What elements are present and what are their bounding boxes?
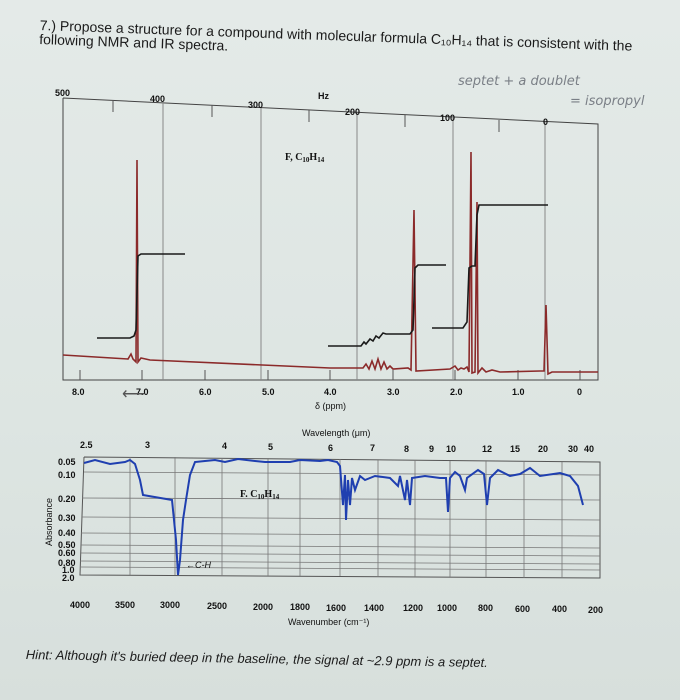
- svg-text:6: 6: [328, 443, 333, 453]
- svg-text:2.0: 2.0: [62, 573, 75, 583]
- svg-text:7: 7: [370, 443, 375, 453]
- svg-text:0.10: 0.10: [58, 470, 76, 480]
- svg-text:4.0: 4.0: [324, 387, 337, 397]
- svg-text:6.0: 6.0: [199, 387, 212, 397]
- svg-text:0: 0: [543, 117, 548, 127]
- svg-text:3500: 3500: [115, 600, 135, 610]
- svg-text:0.50: 0.50: [58, 540, 76, 550]
- svg-text:12: 12: [482, 444, 492, 454]
- hz-axis-label: Hz: [318, 91, 329, 101]
- svg-text:9: 9: [429, 444, 434, 454]
- svg-text:200: 200: [588, 605, 603, 615]
- ir-compound-label: F. C10H14: [240, 489, 280, 501]
- svg-text:5.0: 5.0: [262, 387, 275, 397]
- svg-text:1.0: 1.0: [512, 387, 525, 397]
- handwritten-isopropyl-note: = isopropyl: [570, 94, 645, 109]
- svg-text:1800: 1800: [290, 602, 310, 612]
- svg-text:100: 100: [440, 113, 455, 123]
- ir-chart: Wavelength (μm) 2.5 3 4 5 6 7 8 9 10 12 …: [44, 428, 603, 627]
- ir-ch-note: ←C-H: [186, 560, 211, 570]
- svg-text:3: 3: [145, 440, 150, 450]
- hz-tick-500: 500: [55, 88, 70, 98]
- absorbance-axis-label: Absorbance: [44, 498, 54, 546]
- svg-text:1.0: 1.0: [62, 565, 75, 575]
- svg-text:1400: 1400: [364, 603, 384, 613]
- svg-text:2000: 2000: [253, 602, 273, 612]
- svg-text:0.20: 0.20: [58, 494, 76, 504]
- svg-text:1000: 1000: [437, 603, 457, 613]
- svg-text:4000: 4000: [70, 600, 90, 610]
- svg-text:0.40: 0.40: [58, 528, 76, 538]
- svg-text:7.0: 7.0: [136, 387, 149, 397]
- svg-text:2.0: 2.0: [450, 387, 463, 397]
- svg-text:30: 30: [568, 444, 578, 454]
- wavelength-axis-label: Wavelength (μm): [302, 428, 370, 438]
- svg-text:300: 300: [248, 100, 263, 110]
- svg-text:8.0: 8.0: [72, 387, 85, 397]
- svg-text:0: 0: [577, 387, 582, 397]
- svg-text:0.05: 0.05: [58, 457, 76, 467]
- svg-text:600: 600: [515, 604, 530, 614]
- svg-text:40: 40: [584, 444, 594, 454]
- svg-text:400: 400: [150, 94, 165, 104]
- svg-text:1600: 1600: [326, 603, 346, 613]
- arrow-note: ⟵: [122, 386, 145, 403]
- svg-text:2500: 2500: [207, 601, 227, 611]
- svg-text:400: 400: [552, 604, 567, 614]
- svg-text:5: 5: [268, 442, 273, 452]
- svg-text:3.0: 3.0: [387, 387, 400, 397]
- nmr-xaxis-label: δ (ppm): [315, 401, 346, 411]
- nmr-compound-label: F, C10H14: [285, 152, 325, 164]
- svg-text:200: 200: [345, 107, 360, 117]
- svg-text:2.5: 2.5: [80, 440, 93, 450]
- svg-text:0.30: 0.30: [58, 513, 76, 523]
- svg-text:800: 800: [478, 603, 493, 613]
- svg-text:0.80: 0.80: [58, 558, 76, 568]
- svg-text:10: 10: [446, 444, 456, 454]
- svg-text:3000: 3000: [160, 600, 180, 610]
- svg-text:0.60: 0.60: [58, 548, 76, 558]
- handwritten-septet-note: septet + a doublet: [458, 74, 580, 89]
- wavenumber-axis-label: Wavenumber (cm⁻¹): [288, 617, 369, 627]
- svg-text:15: 15: [510, 444, 520, 454]
- svg-text:8: 8: [404, 444, 409, 454]
- svg-text:4: 4: [222, 441, 227, 451]
- svg-text:20: 20: [538, 444, 548, 454]
- svg-text:1200: 1200: [403, 603, 423, 613]
